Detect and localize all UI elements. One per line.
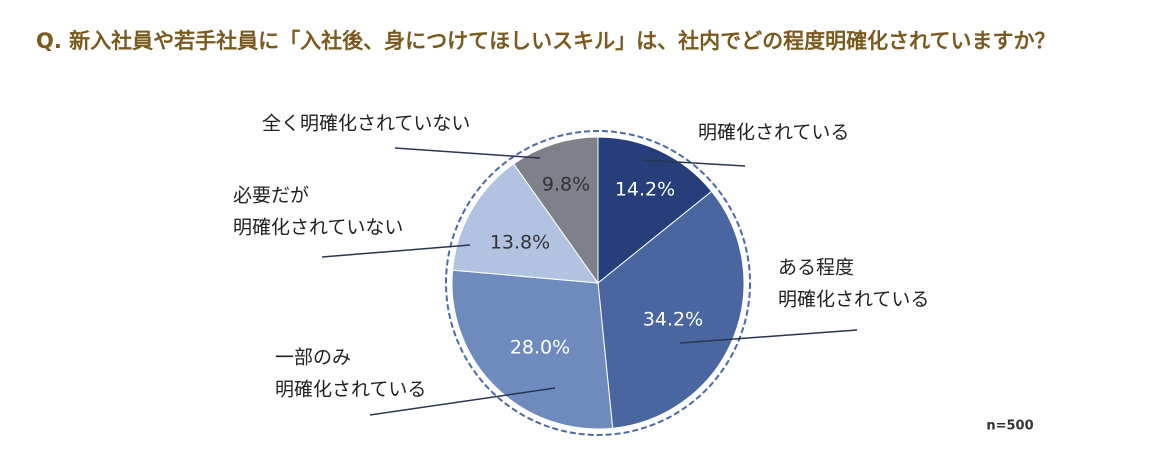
pie-outline <box>445 130 751 436</box>
category-label: 一部のみ <box>275 347 351 369</box>
leader-line <box>679 329 858 344</box>
value-label: 13.8% <box>490 232 550 254</box>
category-label: 明確化されている <box>778 289 929 311</box>
leader-line <box>321 244 471 258</box>
category-label: ある程度 <box>778 257 854 279</box>
leader-line <box>642 159 746 167</box>
category-label: 明確化されていない <box>233 217 403 239</box>
value-label: 14.2% <box>615 179 675 201</box>
leader-line <box>369 387 556 416</box>
category-label: 明確化されている <box>698 122 849 144</box>
value-label: 28.0% <box>510 337 570 359</box>
chart-title: Q. 新入社員や若手社員に「入社後、身につけてほしいスキル」は、社内でどの程度明… <box>36 29 1056 53</box>
value-label: 34.2% <box>643 309 703 331</box>
pie-slice <box>452 163 600 284</box>
pie-slice <box>597 136 713 285</box>
sample-size-note: n=500 <box>986 419 1033 434</box>
category-label: 明確化されている <box>275 379 426 401</box>
category-label: 必要だが <box>233 185 309 207</box>
category-label: 全く明確化されていない <box>262 113 470 135</box>
leader-line <box>394 147 541 159</box>
pie-slice <box>451 269 614 430</box>
value-label: 9.8% <box>542 174 590 196</box>
pie-slice <box>512 136 599 285</box>
